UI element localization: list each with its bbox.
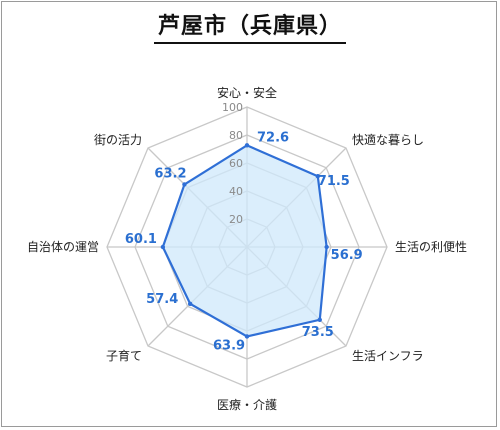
category-label-6: 子育て xyxy=(106,348,142,363)
data-point-5 xyxy=(244,334,250,339)
category-label-3: 生活の利便性 xyxy=(395,240,467,254)
category-label-5: 医療・介護 xyxy=(217,397,277,412)
value-label-5: 63.9 xyxy=(213,338,245,353)
tick-label-80: 80 xyxy=(229,129,243,142)
category-label-1: 安心・安全 xyxy=(217,85,277,100)
value-label-8: 63.2 xyxy=(154,166,186,181)
category-label-8: 街の活力 xyxy=(94,133,142,147)
category-label-4: 生活インフラ xyxy=(352,349,424,363)
value-label-6: 57.4 xyxy=(146,292,178,307)
value-label-4: 73.5 xyxy=(302,325,334,340)
series-area xyxy=(161,144,328,338)
title-wrap: 芦屋市（兵庫県） xyxy=(0,8,500,44)
tick-label-60: 60 xyxy=(229,157,243,170)
data-point-8 xyxy=(182,182,187,187)
data-point-1 xyxy=(244,143,250,148)
data-point-6 xyxy=(187,301,193,307)
category-label-2: 快適な暮らし xyxy=(352,132,424,147)
chart-title: 芦屋市（兵庫県） xyxy=(153,8,346,44)
value-label-1: 72.6 xyxy=(257,130,289,145)
value-label-2: 71.5 xyxy=(318,174,350,189)
tick-label-100: 100 xyxy=(222,101,243,114)
category-label-7: 自治体の運営 xyxy=(27,240,99,254)
data-point-4 xyxy=(317,317,322,322)
value-label-7: 60.1 xyxy=(125,232,157,247)
value-label-3: 56.9 xyxy=(331,248,363,263)
data-point-3 xyxy=(324,244,329,250)
tick-label-40: 40 xyxy=(229,185,243,198)
data-point-7 xyxy=(160,244,166,250)
tick-label-20: 20 xyxy=(229,213,243,226)
data-point-2 xyxy=(315,174,320,179)
